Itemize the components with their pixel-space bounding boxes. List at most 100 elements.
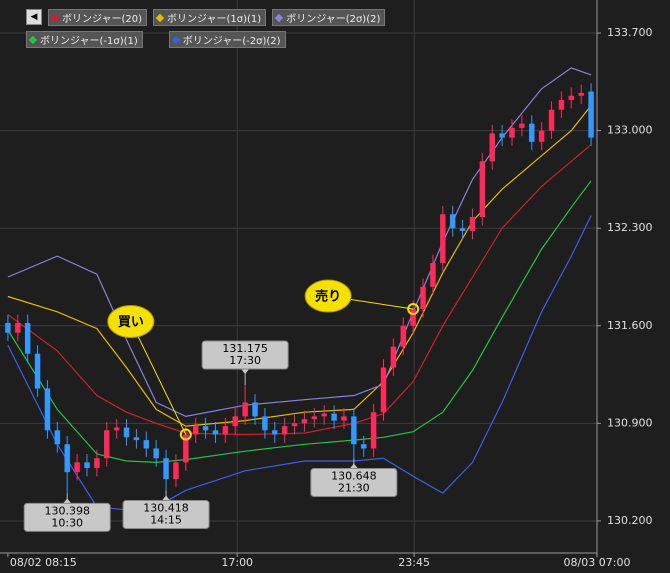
- candle-body: [459, 228, 466, 231]
- candle-body: [123, 427, 130, 438]
- candle-body: [272, 430, 278, 435]
- candle-body: [311, 416, 318, 420]
- candle-body: [499, 133, 505, 138]
- pointer-arrow: [63, 498, 72, 504]
- extreme-box: [122, 500, 210, 530]
- y-tick-label: 132.300: [607, 221, 653, 234]
- candle-body: [400, 325, 406, 347]
- candle-body: [262, 416, 268, 431]
- candle-body: [212, 430, 219, 435]
- candle-body: [202, 426, 209, 431]
- x-tick-label: 08/03 07:00: [564, 556, 631, 569]
- y-tick-label: 131.600: [607, 319, 653, 332]
- extreme-box: [23, 502, 111, 532]
- pointer-arrow: [241, 369, 250, 375]
- candle-body: [548, 109, 555, 131]
- signal-line: [130, 321, 187, 435]
- candle-body: [380, 367, 387, 413]
- y-tick-label: 133.700: [607, 26, 653, 39]
- candle-body: [558, 99, 565, 110]
- legend-label: ボリンジャー(-1σ)(1): [40, 36, 138, 47]
- candle-body: [173, 462, 179, 480]
- x-tick-label: 17:00: [221, 556, 253, 569]
- candle-body: [341, 416, 347, 421]
- candle-body: [84, 462, 90, 468]
- candle-body: [529, 123, 535, 142]
- legend-label: ボリンジャー(1σ)(1): [167, 14, 262, 25]
- candle-body: [94, 458, 100, 468]
- legend-swatch: [155, 13, 165, 22]
- legend-item[interactable]: ボリンジャー(-2σ)(2): [168, 31, 286, 48]
- x-tick-label: 23:45: [398, 556, 430, 569]
- extreme-price: 130.418: [143, 502, 189, 515]
- candle-body: [24, 322, 31, 354]
- candle-body: [430, 263, 436, 287]
- legend-item[interactable]: ボリンジャー(1σ)(1): [153, 9, 267, 26]
- extreme-price: 130.648: [331, 469, 377, 482]
- x-tick-label: 08/02 08:15: [10, 556, 77, 569]
- candle-body: [489, 133, 495, 162]
- candle-body: [291, 423, 298, 427]
- candle-body: [242, 402, 248, 417]
- candle-body: [301, 419, 308, 424]
- extreme-price: 130.398: [44, 504, 90, 517]
- signal-badge: [107, 305, 155, 339]
- signal-ring: [407, 303, 420, 316]
- collapse-button[interactable]: ◀: [26, 9, 42, 25]
- candle-body: [34, 353, 41, 389]
- legend-item[interactable]: ボリンジャー(-1σ)(1): [26, 31, 143, 48]
- candle-body: [192, 426, 199, 435]
- legend-label: ボリンジャー(-2σ)(2): [182, 36, 281, 47]
- candle-body: [163, 458, 169, 480]
- candle-body: [222, 426, 229, 435]
- candle-body: [519, 123, 525, 128]
- candle-body: [440, 214, 446, 264]
- candle-body: [321, 413, 327, 417]
- candle-body: [479, 161, 486, 218]
- legend-item[interactable]: ボリンジャー(20): [48, 9, 148, 26]
- extreme-time: 14:15: [150, 514, 182, 527]
- candle-body: [538, 130, 545, 142]
- plot-area: [0, 0, 597, 553]
- candle-body: [351, 416, 357, 445]
- pointer-arrow: [349, 463, 358, 469]
- extreme-box: [310, 467, 398, 497]
- legend-item[interactable]: ボリンジャー(2σ)(2): [272, 9, 386, 26]
- extreme-time: 10:30: [51, 516, 83, 529]
- candle-body: [44, 388, 51, 431]
- candle-body: [281, 426, 288, 435]
- y-tick-label: 133.000: [607, 124, 653, 137]
- candle-body: [232, 416, 238, 427]
- candle-body: [15, 322, 21, 333]
- candle-body: [153, 448, 159, 459]
- candle-body: [578, 92, 584, 96]
- candle-body: [390, 346, 397, 368]
- signal-ring: [179, 428, 192, 441]
- candle-body: [469, 217, 476, 231]
- candle-body: [252, 402, 258, 417]
- candle-body: [104, 430, 110, 459]
- y-tick-label: 130.200: [607, 514, 653, 527]
- legend: ◀ ボリンジャー(20) ボリンジャー(1σ)(1) ボリンジャー(2σ)(2) ボリ…: [26, 9, 486, 48]
- candle-body: [449, 214, 456, 229]
- candle-body: [5, 322, 11, 333]
- legend-label: ボリンジャー(20): [62, 14, 143, 25]
- extreme-time: 21:30: [338, 481, 370, 494]
- candle-body: [133, 437, 140, 441]
- legend-swatch: [171, 35, 181, 44]
- candle-body: [143, 440, 150, 449]
- candle-body: [410, 309, 416, 326]
- candle-body: [331, 413, 337, 421]
- legend-swatch: [28, 35, 38, 44]
- candle-body: [361, 444, 367, 449]
- pointer-arrow: [162, 495, 171, 501]
- candle-body: [568, 95, 575, 100]
- extreme-time: 17:30: [229, 354, 261, 367]
- extreme-box: [201, 340, 289, 370]
- y-tick-label: 130.900: [607, 416, 653, 429]
- signal-label: 売り: [315, 289, 341, 305]
- extreme-price: 131.175: [222, 342, 268, 355]
- candle-body: [113, 427, 120, 431]
